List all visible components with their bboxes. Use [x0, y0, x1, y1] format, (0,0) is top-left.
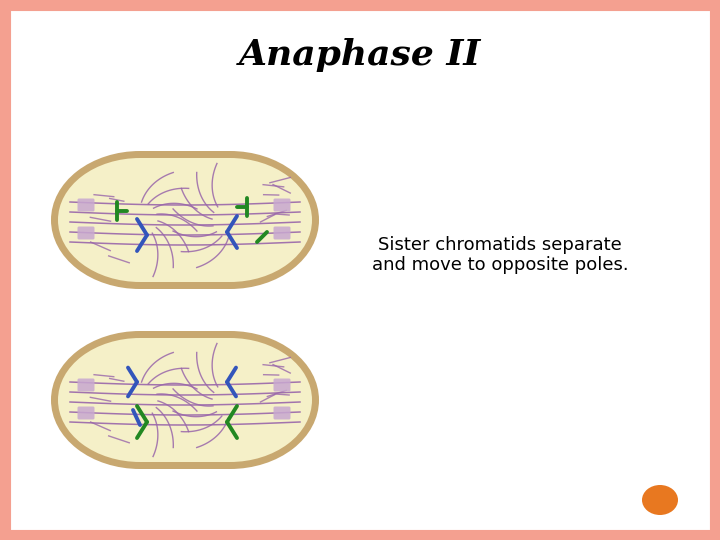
FancyBboxPatch shape — [140, 158, 230, 282]
Ellipse shape — [148, 158, 312, 282]
Ellipse shape — [642, 485, 678, 515]
FancyBboxPatch shape — [78, 407, 94, 420]
FancyBboxPatch shape — [5, 5, 715, 535]
FancyBboxPatch shape — [140, 151, 230, 289]
FancyBboxPatch shape — [140, 331, 230, 469]
Text: Anaphase II: Anaphase II — [239, 38, 481, 72]
FancyBboxPatch shape — [78, 199, 94, 212]
Ellipse shape — [51, 151, 229, 289]
FancyBboxPatch shape — [274, 226, 290, 240]
FancyBboxPatch shape — [274, 379, 290, 392]
FancyBboxPatch shape — [274, 407, 290, 420]
FancyBboxPatch shape — [140, 338, 230, 462]
Ellipse shape — [141, 151, 319, 289]
Text: Sister chromatids separate
and move to opposite poles.: Sister chromatids separate and move to o… — [372, 235, 629, 274]
Ellipse shape — [141, 331, 319, 469]
Ellipse shape — [58, 158, 222, 282]
Ellipse shape — [51, 331, 229, 469]
Ellipse shape — [58, 338, 222, 462]
FancyBboxPatch shape — [78, 379, 94, 392]
FancyBboxPatch shape — [274, 199, 290, 212]
Ellipse shape — [148, 338, 312, 462]
FancyBboxPatch shape — [78, 226, 94, 240]
